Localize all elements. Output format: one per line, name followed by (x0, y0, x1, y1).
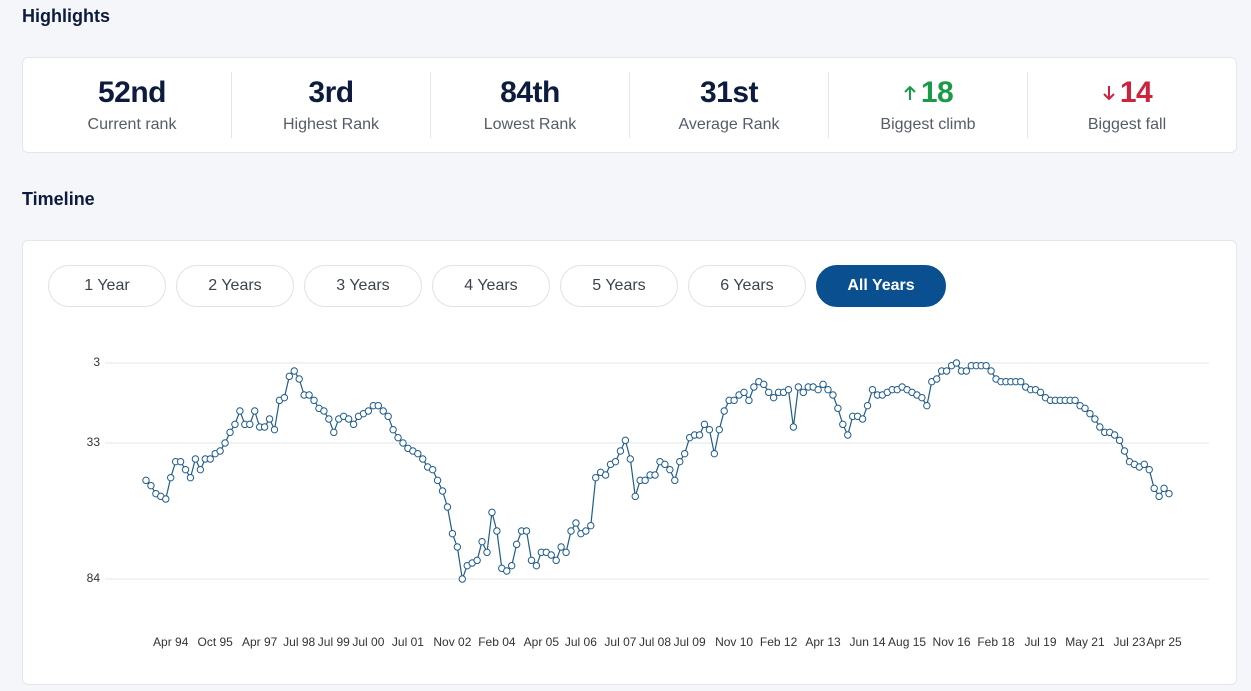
stat: 31st Average Rank (630, 72, 829, 138)
stat-label: Current rank (87, 116, 177, 133)
tab-button[interactable]: All Years (816, 265, 946, 307)
stat-label: Average Rank (678, 116, 780, 133)
stat-value: 52nd (97, 76, 167, 109)
tab-button[interactable]: 2 Years (176, 265, 294, 307)
stat-label: Highest Rank (282, 116, 380, 133)
tab-button[interactable]: 1 Year (48, 265, 166, 307)
stat-value: 31st (699, 76, 759, 109)
stat-label: Biggest fall (1087, 116, 1167, 133)
timeline-card: 1 Year 2 Years 3 Years 4 Years 5 Years 6 Year… (22, 240, 1237, 685)
highlights-title: Highlights (22, 6, 110, 26)
stat-value: 18 (920, 76, 954, 109)
tab-button[interactable]: 3 Years (304, 265, 422, 307)
stat-value: 14 (1119, 76, 1153, 109)
stat: 3rd Highest Rank (232, 72, 431, 138)
tab-button[interactable]: 4 Years (432, 265, 550, 307)
stat: 14 Biggest fall (1028, 72, 1226, 138)
stat-label: Lowest Rank (483, 116, 577, 133)
stat-label: Biggest climb (880, 116, 976, 133)
stat-value-row: 84th (500, 76, 560, 110)
arrow-up (904, 85, 916, 100)
tab-button[interactable]: 5 Years (560, 265, 678, 307)
arrow-down (1103, 86, 1115, 101)
stat: 18 Biggest climb (829, 72, 1028, 138)
stat-value: 84th (500, 76, 560, 109)
stat-value-row: 14 (1102, 76, 1153, 110)
stat-value-row: 3rd (308, 76, 354, 110)
tab-bar: 1 Year 2 Years 3 Years 4 Years 5 Years 6 Year… (48, 265, 946, 307)
stat-value-row: 52nd (97, 76, 167, 110)
highlights-card: 52nd Current rank 3rd Highest Rank 84th Lowes… (22, 57, 1237, 153)
stat-value-row: 31st (699, 76, 759, 110)
stat-value: 3rd (308, 76, 354, 109)
timeline-title: Timeline (22, 189, 95, 209)
stat: 84th Lowest Rank (431, 72, 630, 138)
stat: 52nd Current rank (33, 72, 232, 138)
tab-button[interactable]: 6 Years (688, 265, 806, 307)
stat-value-row: 18 (903, 76, 954, 110)
